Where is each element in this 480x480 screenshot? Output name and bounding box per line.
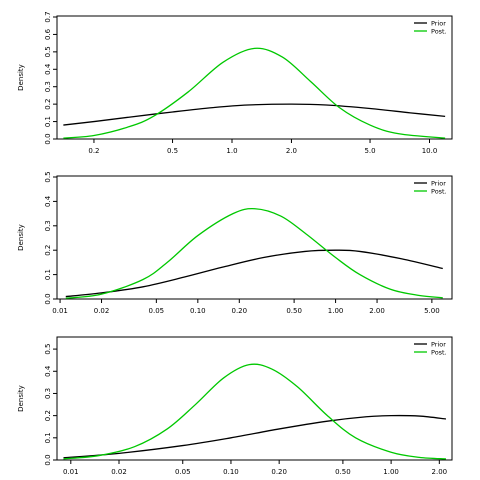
y-tick-label: 0.5: [44, 344, 52, 355]
chart-panel-2: 0.01 0.02 0.05 0.10 0.20 0.50 1.00 2.00 5.00 0.0 0…: [17, 171, 453, 315]
y-axis-label: Density: [17, 224, 25, 251]
y-tick-label: 0.1: [44, 116, 52, 127]
series-line-prior: [65, 249, 443, 298]
y-axis-label: Density: [17, 64, 25, 91]
x-tick-label: 0.10: [190, 307, 206, 315]
y-tick-label: 0.1: [44, 269, 52, 280]
x-tick-label: 0.05: [175, 468, 191, 476]
x-tick-label: 0.01: [52, 307, 68, 315]
plot-frame: [56, 175, 453, 300]
plot-frame: [56, 336, 453, 461]
x-tick-label: 0.20: [231, 307, 247, 315]
legend-label: Prior: [431, 19, 446, 27]
plot-frame: [56, 15, 453, 140]
x-tick-label: 1.0: [226, 147, 237, 155]
series-line-post: [65, 207, 443, 299]
x-tick-label: 2.0: [286, 147, 297, 155]
x-tick-label: 2.00: [432, 468, 448, 476]
x-tick-label: 0.20: [271, 468, 287, 476]
x-tick-label: 0.2: [88, 147, 99, 155]
y-tick-label: 0.6: [44, 28, 52, 40]
y-tick-label: 0.4: [44, 63, 52, 75]
x-tick-label: 5.0: [364, 147, 375, 155]
chart-panel-1: 0.2 0.5 1.0 2.0 5.0 10.0 0.0 0.1 0.2 0.3 0.4 0.5 0.6…: [17, 11, 453, 155]
y-tick-label: 0.5: [44, 46, 52, 57]
x-tick-label: 0.50: [335, 468, 351, 476]
x-tick-label: 0.5: [167, 147, 178, 155]
x-tick-label: 1.00: [383, 468, 399, 476]
y-tick-label: 0.0: [44, 293, 52, 304]
y-tick-label: 0.0: [44, 454, 52, 465]
y-tick-label: 0.5: [44, 171, 52, 182]
legend-label: Post.: [431, 187, 447, 195]
y-tick-label: 0.4: [44, 365, 52, 377]
series-line-prior: [63, 414, 447, 459]
legend-label: Post.: [431, 27, 447, 35]
x-tick-label: 0.50: [286, 307, 302, 315]
x-tick-label: 0.02: [111, 468, 127, 476]
x-tick-label: 2.00: [369, 307, 385, 315]
y-tick-label: 0.2: [44, 245, 52, 256]
x-tick-label: 0.10: [223, 468, 239, 476]
legend-label: Prior: [431, 340, 446, 348]
y-tick-label: 0.3: [44, 388, 52, 399]
x-tick-label: 10.0: [422, 147, 438, 155]
x-tick-label: 0.05: [149, 307, 165, 315]
y-tick-label: 0.3: [44, 81, 52, 92]
x-tick-label: 5.00: [424, 307, 440, 315]
x-tick-label: 0.02: [94, 307, 110, 315]
y-axis-label: Density: [17, 385, 25, 412]
y-tick-label: 0.1: [44, 432, 52, 443]
y-tick-label: 0.3: [44, 220, 52, 231]
series-line-prior: [63, 103, 446, 126]
x-tick-label: 0.01: [63, 468, 79, 476]
y-tick-label: 0.2: [44, 99, 52, 110]
legend-label: Post.: [431, 348, 447, 356]
series-line-post: [63, 363, 446, 460]
y-tick-label: 0.4: [44, 195, 52, 207]
y-tick-label: 0.2: [44, 410, 52, 421]
y-tick-label: 0.0: [44, 133, 52, 144]
chart-panel-3: 0.01 0.02 0.05 0.10 0.20 0.50 1.00 2.00 0.0 0.1 0.…: [17, 336, 453, 476]
y-tick-label: 0.7: [44, 11, 52, 22]
series-line-post: [63, 47, 446, 139]
x-tick-label: 1.00: [328, 307, 344, 315]
legend-label: Prior: [431, 179, 446, 187]
